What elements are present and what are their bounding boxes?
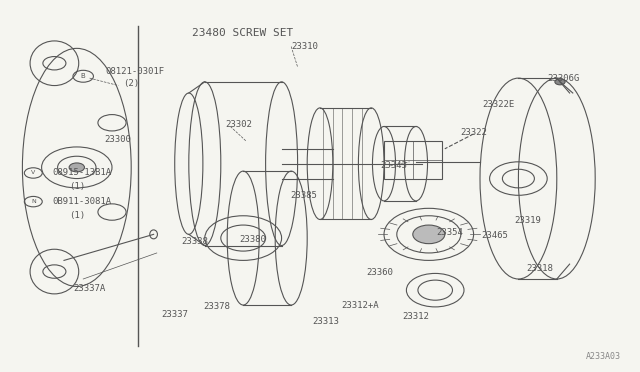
Text: 23337: 23337 [161,310,188,319]
Text: 08121-0301F: 08121-0301F [106,67,164,76]
Text: 23319: 23319 [514,216,541,225]
Text: 23306G: 23306G [547,74,579,83]
Text: 23378: 23378 [204,302,230,311]
Text: 23354: 23354 [436,228,463,237]
Text: 23360: 23360 [366,268,393,277]
Text: 23312: 23312 [402,312,429,321]
Text: 23310: 23310 [291,42,318,51]
Text: 23313: 23313 [312,317,339,326]
Text: 23343: 23343 [381,161,408,170]
Text: A233A03: A233A03 [586,352,621,361]
Text: 23465: 23465 [481,231,508,240]
Circle shape [555,79,565,85]
Text: (1): (1) [69,182,85,191]
Text: B: B [81,73,86,79]
Text: 23322: 23322 [461,128,488,137]
Text: 23318: 23318 [526,264,553,273]
Text: 23480 SCREW SET: 23480 SCREW SET [192,28,293,38]
Text: 23322E: 23322E [482,100,514,109]
Text: (1): (1) [69,211,85,219]
Text: 23380: 23380 [239,235,266,244]
Text: 23302: 23302 [225,120,252,129]
Text: (2): (2) [123,79,139,88]
Text: 23312+A: 23312+A [341,301,379,310]
Text: N: N [31,199,36,204]
Text: 23337A: 23337A [74,284,106,293]
Text: 0B911-3081A: 0B911-3081A [52,197,111,206]
Text: 23300: 23300 [104,135,131,144]
Circle shape [413,225,445,244]
Bar [384,141,442,179]
Text: 08915-13B1A: 08915-13B1A [52,169,111,177]
Text: 23338: 23338 [181,237,208,246]
Text: 23385: 23385 [291,191,317,200]
Text: V: V [31,170,35,176]
Circle shape [69,163,84,172]
